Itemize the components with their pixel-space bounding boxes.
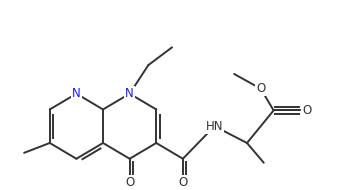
Text: O: O bbox=[302, 104, 312, 117]
Text: O: O bbox=[178, 176, 188, 189]
Text: HN: HN bbox=[206, 120, 223, 133]
Text: N: N bbox=[72, 87, 81, 100]
Text: O: O bbox=[125, 176, 134, 189]
Text: O: O bbox=[256, 82, 265, 95]
Text: N: N bbox=[125, 87, 134, 100]
